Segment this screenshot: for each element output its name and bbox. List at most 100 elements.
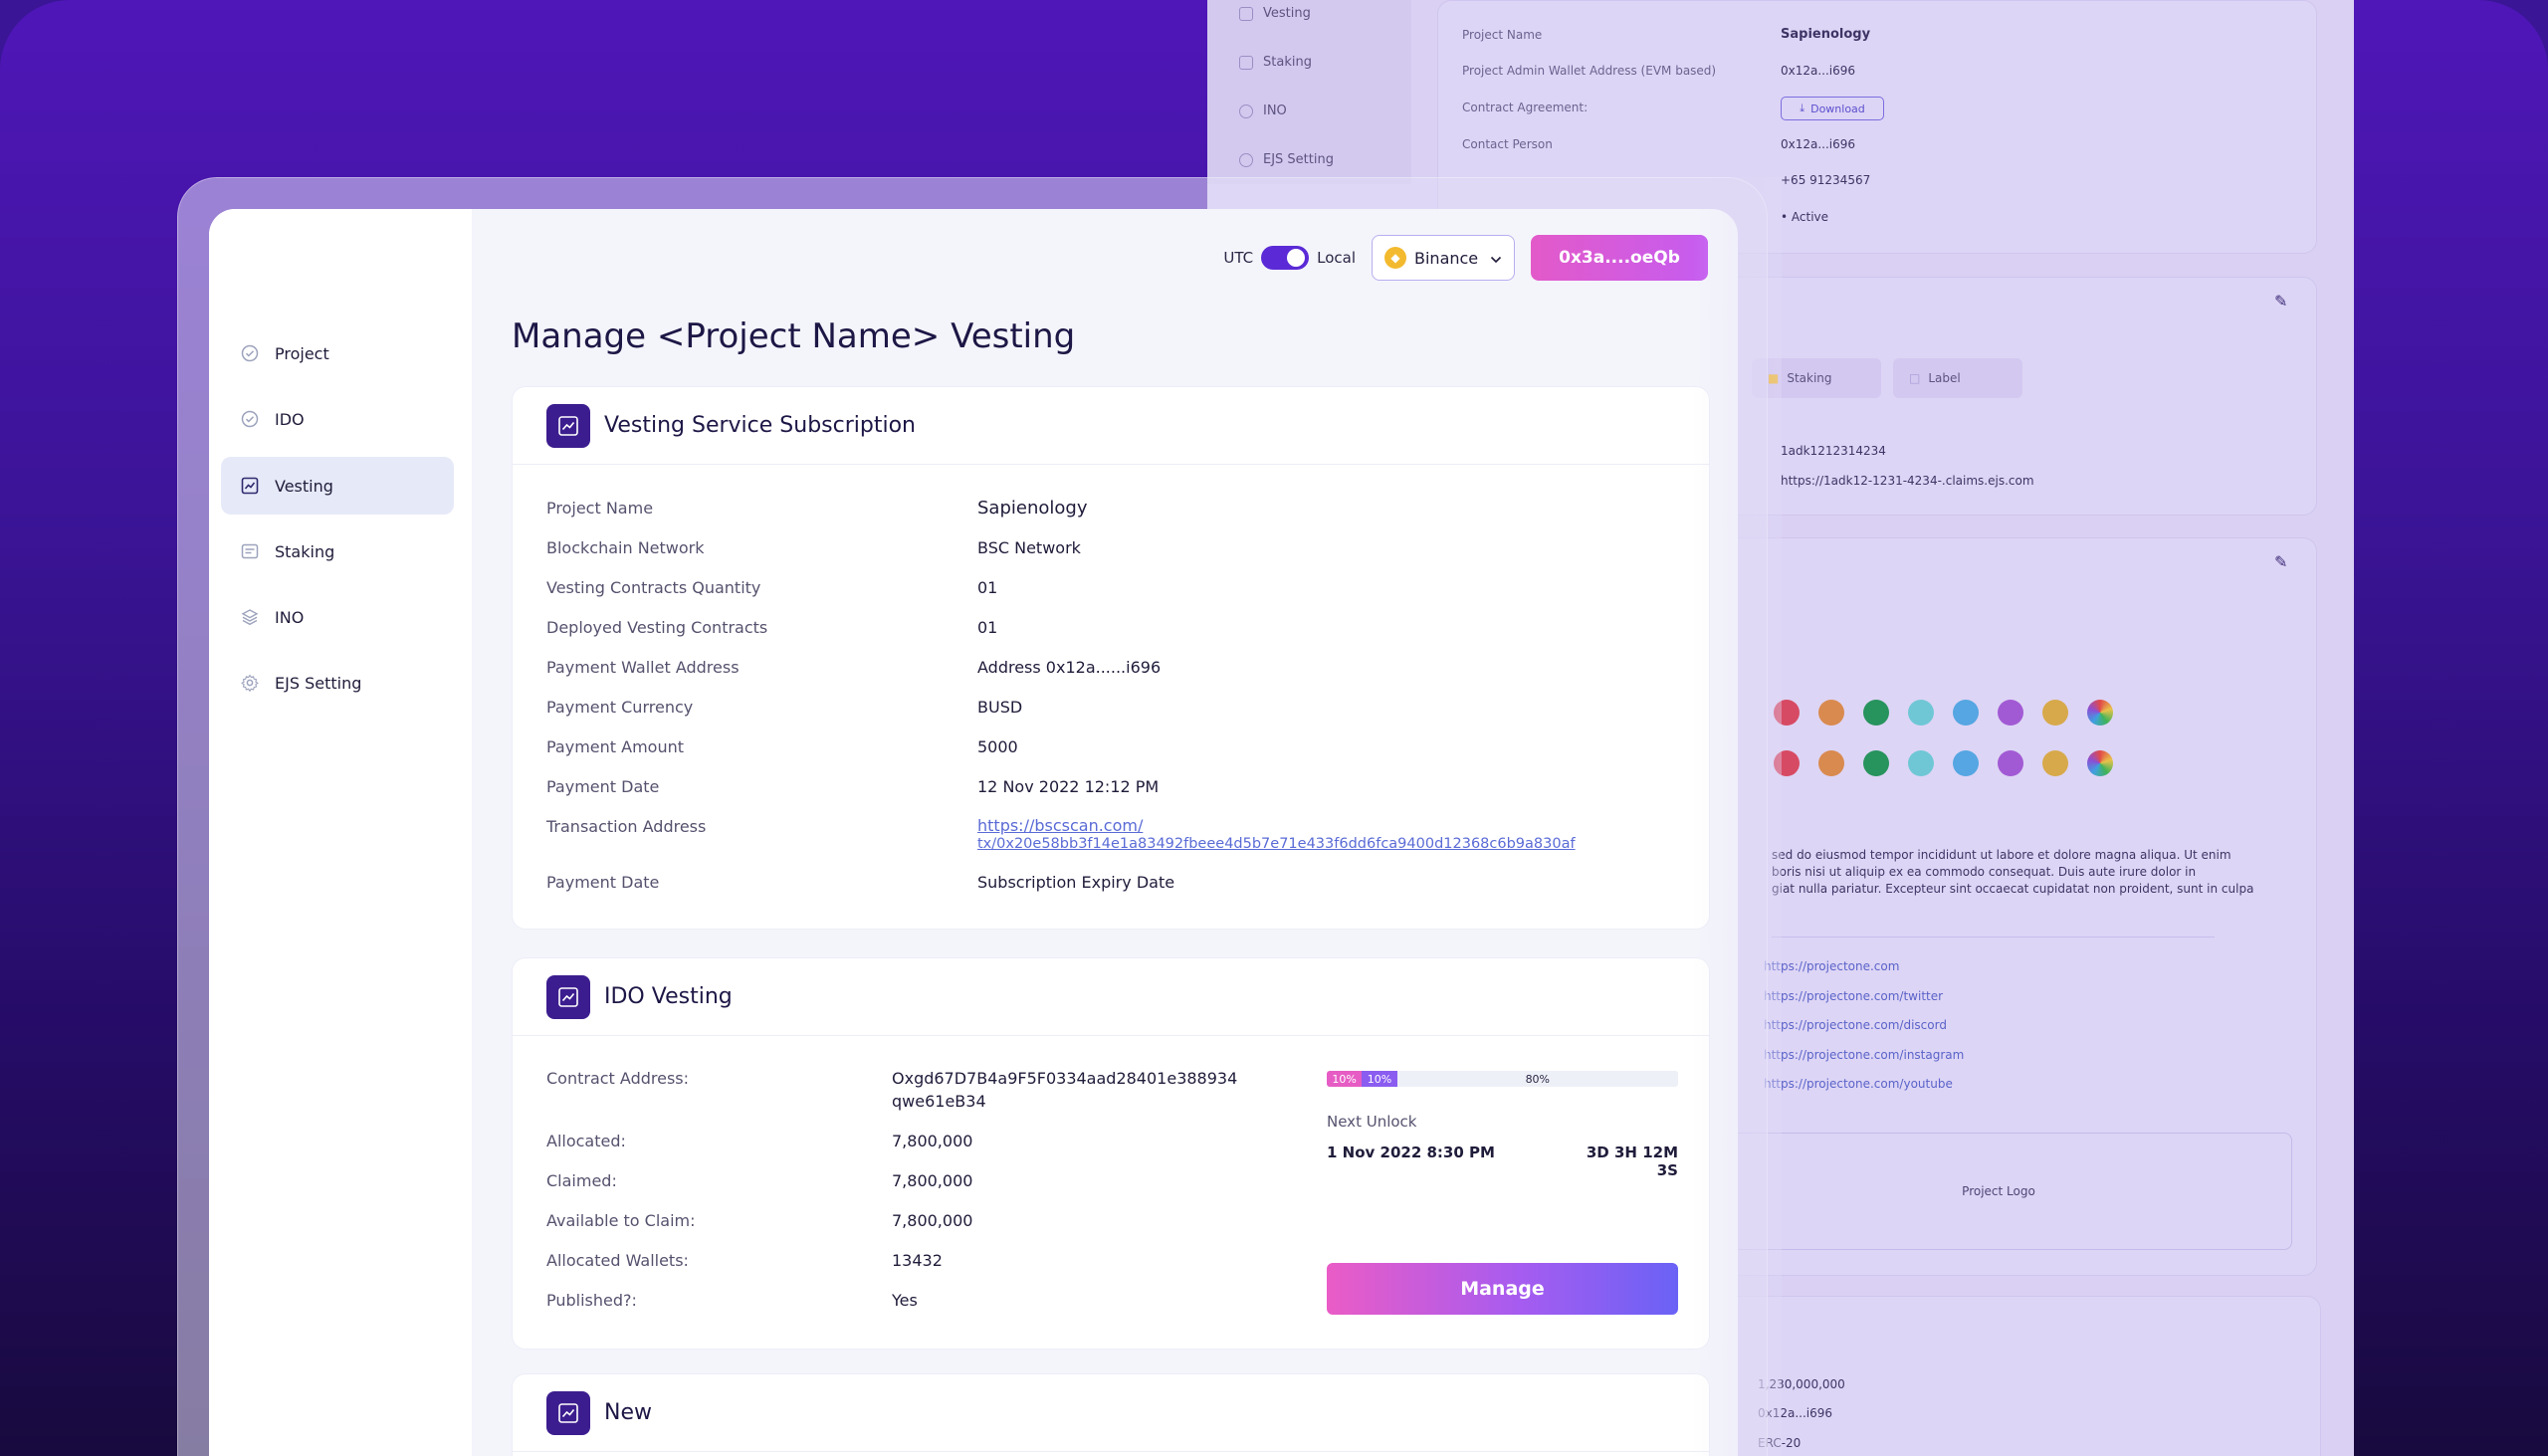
- sidebar-item-label: Staking: [275, 541, 335, 561]
- manage-button[interactable]: Manage: [1327, 1263, 1678, 1315]
- sidebar: Project IDO Vesting Staking INO: [209, 209, 472, 1456]
- new-vesting-card: New: [512, 1373, 1710, 1456]
- card-title: New: [604, 1400, 652, 1425]
- card-header: IDO Vesting: [513, 958, 1709, 1036]
- card-title: Vesting Service Subscription: [604, 413, 916, 438]
- sidebar-item-vesting[interactable]: Vesting: [221, 457, 454, 515]
- sidebar-item-label: INO: [275, 607, 305, 627]
- row-label: Deployed Vesting Contracts: [546, 618, 768, 637]
- chevron-down-icon: [1490, 249, 1502, 268]
- bg-value: 0x12a...i696: [1781, 137, 1856, 151]
- bg-link: https://projectone.com/instagram: [1764, 1048, 1965, 1062]
- row-value: 5000: [977, 737, 1018, 756]
- check-circle-icon: [241, 344, 259, 362]
- sidebar-item-project[interactable]: Project: [221, 324, 454, 382]
- row-label: Vesting Contracts Quantity: [546, 578, 761, 597]
- bg-sidebar-item-ejs: EJS Setting: [1239, 152, 1334, 167]
- bg-chip-label: Staking: [1787, 371, 1832, 385]
- row-label: Payment Date: [546, 873, 660, 892]
- edit-icon: ✎: [2274, 552, 2288, 571]
- color-swatch: [1998, 700, 2023, 726]
- sidebar-item-staking[interactable]: Staking: [221, 522, 454, 580]
- binance-icon: ◆: [1384, 247, 1406, 269]
- row-label: Claimed:: [546, 1171, 617, 1190]
- bg-description: giat nulla pariatur. Excepteur sint occa…: [1772, 882, 2254, 896]
- timezone-toggle[interactable]: [1261, 246, 1310, 270]
- background-sidebar: Vesting Staking INO EJS Setting: [1207, 0, 1411, 184]
- edit-icon: ✎: [2274, 292, 2288, 311]
- bg-value: 1adk1212314234: [1781, 444, 1886, 458]
- color-swatch: [2042, 700, 2068, 726]
- row-label: Payment Wallet Address: [546, 658, 740, 677]
- card-header: New: [513, 1374, 1709, 1452]
- progress-segment: 80%: [1396, 1071, 1678, 1087]
- bg-link: https://projectone.com/youtube: [1764, 1077, 1953, 1091]
- chart-icon: [546, 1390, 590, 1435]
- color-swatch: [1953, 700, 1979, 726]
- download-label: Download: [1810, 102, 1865, 115]
- sidebar-item-ido[interactable]: IDO: [221, 390, 454, 448]
- bg-link: https://projectone.com/discord: [1764, 1018, 1947, 1032]
- row-label: Published?:: [546, 1291, 637, 1310]
- row-value: BSC Network: [977, 538, 1081, 557]
- color-swatch: [1774, 700, 1800, 726]
- bg-value: 1,230,000,000: [1758, 1377, 1845, 1391]
- bg-sidebar-label: INO: [1263, 104, 1287, 118]
- checkbox-icon: □: [1909, 371, 1921, 385]
- color-swatch: [1774, 750, 1800, 776]
- bg-status-text: Active: [1791, 210, 1829, 224]
- topbar: UTC Local ◆ Binance 0x3a....oeQb: [1223, 235, 1708, 281]
- logo-label: Project Logo: [1962, 1184, 2035, 1198]
- check-circle-icon: [241, 410, 259, 428]
- row-label: Blockchain Network: [546, 538, 705, 557]
- row-value: 13432: [892, 1251, 943, 1270]
- sidebar-item-label: Project: [275, 343, 329, 363]
- progress-segment: 10%: [1362, 1071, 1397, 1087]
- row-label: Contract Address:: [546, 1069, 690, 1088]
- chart-icon: [1239, 6, 1253, 21]
- network-select[interactable]: ◆ Binance: [1372, 235, 1515, 281]
- chart-icon: [241, 477, 259, 495]
- color-picker-icon: [2087, 700, 2113, 726]
- download-button: ⤓ Download: [1781, 97, 1884, 120]
- bg-sidebar-item-ino: INO: [1239, 104, 1287, 118]
- sidebar-item-label: Vesting: [275, 476, 333, 496]
- row-value: 12 Nov 2022 12:12 PM: [977, 777, 1160, 796]
- wallet-button[interactable]: 0x3a....oeQb: [1531, 235, 1708, 281]
- ido-vesting-card: IDO Vesting Contract Address: Oxgd67D7B4…: [512, 957, 1710, 1350]
- subscription-card: Vesting Service Subscription Project Nam…: [512, 386, 1710, 930]
- manage-label: Manage: [1460, 1278, 1545, 1300]
- bg-chip: ■ Staking: [1752, 358, 1881, 398]
- color-swatch: [1998, 750, 2023, 776]
- row-value: 7,800,000: [892, 1171, 973, 1190]
- local-label: Local: [1317, 249, 1356, 267]
- bg-chip: □ Label: [1893, 358, 2022, 398]
- sidebar-item-ejs-setting[interactable]: EJS Setting: [221, 654, 454, 712]
- bg-description: sed do eiusmod tempor incididunt ut labo…: [1772, 848, 2231, 862]
- row-label: Project Name: [546, 499, 654, 518]
- row-value: 01: [977, 618, 998, 637]
- sidebar-item-ino[interactable]: INO: [221, 588, 454, 646]
- row-value: BUSD: [977, 698, 1023, 717]
- color-swatch: [1863, 700, 1889, 726]
- unlock-progress-bar: 10% 10% 80%: [1327, 1071, 1678, 1087]
- row-label: Allocated:: [546, 1132, 626, 1150]
- utc-label: UTC: [1223, 249, 1254, 267]
- next-unlock-date: 1 Nov 2022 8:30 PM: [1327, 1144, 1495, 1161]
- timezone-switch: UTC Local: [1223, 246, 1356, 270]
- layers-icon: [241, 608, 259, 626]
- bg-value: 0x12a...i696: [1781, 64, 1856, 78]
- wallet-address: 0x3a....oeQb: [1559, 248, 1680, 268]
- list-icon: [241, 542, 259, 560]
- row-value: 01: [977, 578, 998, 597]
- transaction-link[interactable]: tx/0x20e58bb3f14e1a83492fbeee4d5b7e71e43…: [977, 836, 1576, 852]
- bg-value: https://1adk12-1231-4234-.claims.ejs.com: [1781, 474, 2034, 488]
- bg-value: 0x12a...i696: [1758, 1406, 1833, 1420]
- transaction-link[interactable]: https://bscscan.com/: [977, 816, 1144, 835]
- bg-value: ERC-20: [1758, 1436, 1801, 1450]
- row-label: Available to Claim:: [546, 1211, 696, 1230]
- frame-edge-glow: [1692, 177, 1782, 1456]
- bg-label: Project Admin Wallet Address (EVM based): [1462, 64, 1717, 78]
- bg-sidebar-item-vesting: Vesting: [1239, 6, 1311, 21]
- bg-sidebar-label: EJS Setting: [1263, 152, 1334, 167]
